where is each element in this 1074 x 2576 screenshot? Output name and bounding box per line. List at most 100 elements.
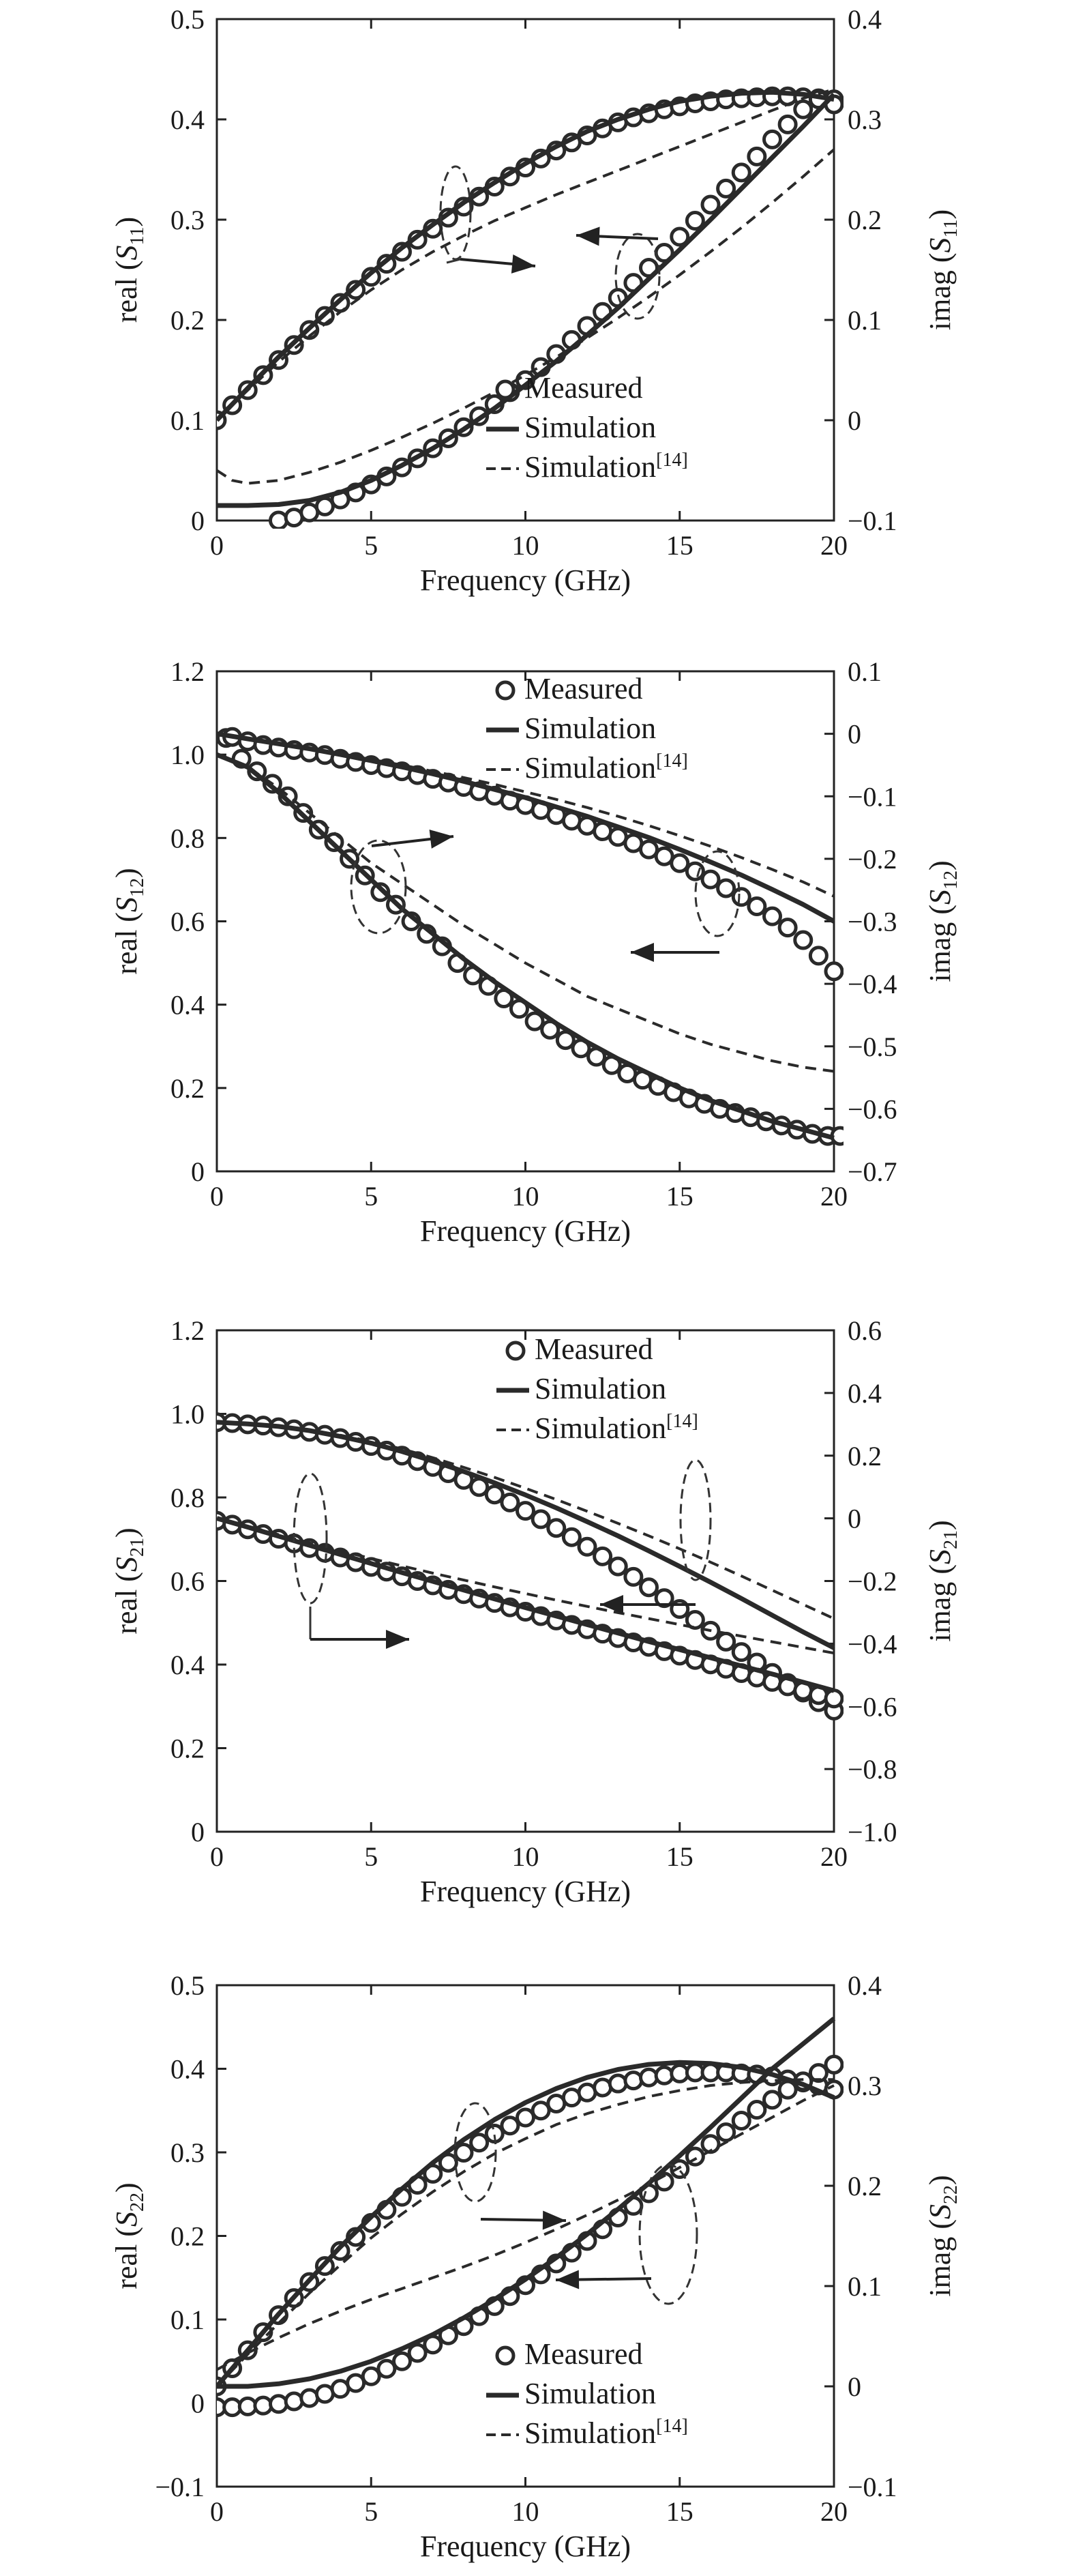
point-measured-left — [593, 1546, 613, 1566]
y-right-tick-label: 0.3 — [848, 2070, 882, 2101]
legend-label-text: Simulation — [524, 2377, 656, 2410]
y-right-tick-label: 0.2 — [848, 205, 882, 235]
x-tick-label: 5 — [364, 2496, 378, 2527]
y-left-label-sub: 11 — [127, 227, 148, 246]
y-left-tick-label: 0.4 — [170, 104, 205, 135]
point-measured-right — [438, 2152, 458, 2173]
y-left-tick-label: 0.1 — [170, 2304, 205, 2335]
y-left-tick-label: 0 — [191, 1817, 205, 1847]
y-right-label-s: S — [923, 890, 957, 905]
y-right-tick-label: 0.6 — [848, 1315, 882, 1346]
legend-marker-circle — [495, 379, 516, 400]
legend-label-text: Simulation — [524, 411, 656, 444]
point-measured-right — [762, 906, 782, 926]
plot-area — [217, 727, 844, 1146]
x-tick-label: 20 — [820, 530, 848, 561]
y-left-tick-label: 1.2 — [170, 1315, 205, 1346]
legend-label-text: Measured — [535, 1332, 653, 1366]
y-left-tick-label: 0.6 — [170, 1566, 205, 1597]
point-measured-left — [561, 1527, 582, 1547]
y-right-tick-label: 0.1 — [848, 2271, 882, 2302]
y-right-tick-label: −0.4 — [848, 1628, 897, 1659]
legend-label-sup: [14] — [656, 450, 688, 471]
point-measured-left — [516, 1501, 535, 1521]
point-measured-right — [747, 896, 767, 917]
chart-panel-s12: 0 5 10 15 20 0 0.2 0.4 0.6 0.8 1.0 1.2 −0.7 −0.6 −0.5 −… — [110, 656, 961, 1248]
annotation-ellipse — [439, 165, 472, 261]
chart-panel-s11: 0 5 10 15 20 0 0.1 0.2 0.3 0.4 0.5 −0.1 0 0.1 0.2 0.3 0.… — [110, 4, 961, 597]
point-measured-left — [716, 2122, 736, 2143]
y-left-axis-label: real (S12) — [110, 868, 148, 974]
legend-label-sup: [14] — [656, 750, 688, 772]
y-right-tick-label: 0.3 — [848, 104, 882, 135]
point-measured-left — [484, 1484, 505, 1505]
y-left-tick-label: 0.4 — [170, 990, 205, 1021]
series-line-simulation14-left — [217, 2084, 835, 2371]
series-line-simulation-left — [217, 752, 835, 1141]
y-right-label-s: S — [923, 237, 957, 252]
y-left-label-base: real ( — [110, 261, 143, 323]
y-left-tick-label: 0.2 — [170, 305, 205, 336]
legend-label: Measured — [524, 2337, 643, 2371]
x-tick-label: 5 — [364, 1841, 378, 1872]
series-line-simulation-left — [217, 2017, 836, 2389]
point-measured-left — [777, 2079, 798, 2100]
point-measured-left — [370, 882, 391, 903]
x-tick-label: 20 — [820, 1181, 848, 1212]
y-left-tick-label: 0.4 — [170, 1650, 205, 1680]
chart-panel-s21: 0 5 10 15 20 0 0.2 0.4 0.6 0.8 1.0 1.2 −1.0 −0.8 −0.6 −… — [110, 1315, 961, 1908]
y-right-label-sub: 22 — [940, 2185, 961, 2204]
x-axis-label: Frequency (GHz) — [420, 1875, 631, 1908]
y-left-label-base: real ( — [110, 1572, 143, 1635]
plot-area — [217, 86, 844, 529]
point-measured-right — [824, 961, 844, 982]
y-right-label-base: imag ( — [923, 1564, 957, 1642]
series-line-simulation14-right — [217, 87, 835, 422]
point-measured-right — [516, 2107, 535, 2128]
series-line-simulation-right — [217, 89, 835, 422]
y-left-tick-label: −0.1 — [155, 2472, 205, 2502]
y-right-tick-label: 0 — [848, 405, 861, 436]
point-measured-left — [670, 2159, 690, 2179]
y-right-label-close: ) — [923, 2175, 957, 2185]
series-line-simulation14-left — [217, 753, 835, 1073]
legend-measured: Measured — [495, 2337, 643, 2371]
legend-label: Measured — [524, 371, 643, 405]
legend-label-text: Simulation — [524, 751, 656, 785]
legend-label: Measured — [535, 1332, 653, 1366]
point-measured-right — [623, 2070, 644, 2091]
x-tick-label: 5 — [364, 530, 378, 561]
point-measured-left — [361, 2366, 381, 2386]
point-measured-left — [392, 2351, 412, 2371]
point-measured-right — [361, 267, 381, 287]
y-right-label-close: ) — [923, 860, 957, 870]
y-left-label-sub: 12 — [127, 878, 148, 897]
x-tick-label: 10 — [512, 530, 539, 561]
annotation-arrow-head — [600, 1595, 623, 1614]
legend-label: Simulation — [524, 2377, 656, 2410]
y-right-tick-label: −0.2 — [848, 1566, 897, 1597]
y-right-label-sub: 12 — [940, 870, 961, 890]
point-measured-right — [700, 869, 721, 890]
point-measured-right — [654, 2065, 674, 2085]
point-measured-left — [577, 1536, 597, 1557]
annotation-ellipse — [694, 850, 741, 937]
y-left-label-close: ) — [110, 1527, 143, 1538]
y-left-tick-label: 0.1 — [170, 405, 205, 436]
x-tick-label: 0 — [210, 1181, 224, 1212]
y-left-tick-label: 0.5 — [170, 4, 205, 35]
point-measured-left — [716, 178, 736, 199]
y-left-label-sub: 22 — [127, 2193, 148, 2212]
legend-measured: Measured — [495, 371, 643, 405]
y-left-tick-label: 0.2 — [170, 2221, 205, 2252]
y-right-label-base: imag ( — [923, 2219, 957, 2297]
annotation-ellipse — [614, 233, 661, 320]
point-measured-left — [685, 1609, 705, 1630]
y-right-tick-label: 0.2 — [848, 1441, 882, 1472]
x-tick-label: 10 — [512, 1181, 539, 1212]
legend-label-text: Measured — [524, 672, 643, 705]
x-tick-label: 20 — [820, 2496, 848, 2527]
y-left-tick-label: 0.2 — [170, 1733, 205, 1764]
